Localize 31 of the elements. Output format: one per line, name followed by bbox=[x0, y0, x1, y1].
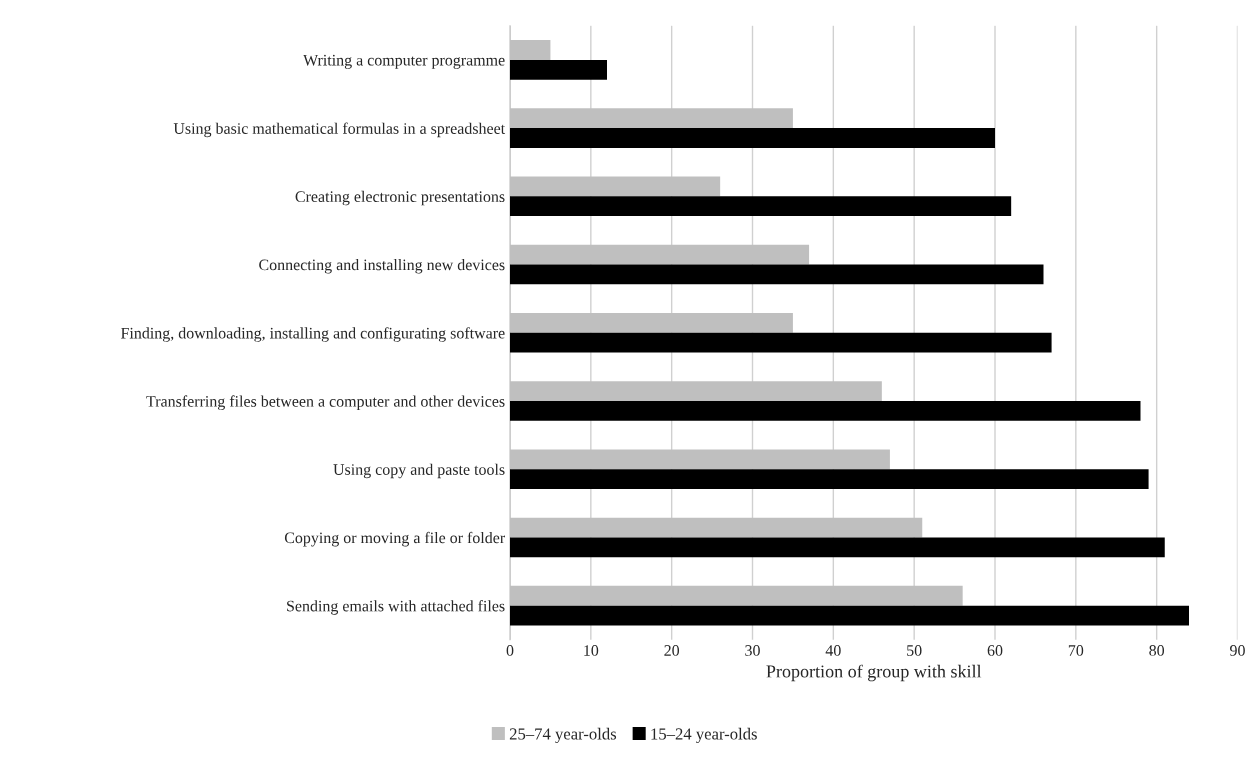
bar bbox=[510, 59, 607, 80]
bar bbox=[510, 128, 995, 148]
x-tick-label: 80 bbox=[1149, 645, 1165, 656]
bar bbox=[510, 332, 1052, 353]
bar bbox=[510, 469, 1149, 489]
y-tick-label: Using basic mathematical formulas in a spreadsheet bbox=[173, 122, 506, 138]
x-tick-label: 20 bbox=[664, 645, 680, 656]
bar bbox=[510, 264, 1044, 285]
y-tick-label: Copying or moving a file or folder bbox=[284, 531, 505, 547]
bar bbox=[510, 400, 1141, 421]
x-tick-label: 50 bbox=[907, 645, 922, 656]
bar bbox=[510, 605, 1189, 626]
y-tick-label: Creating electronic presentations bbox=[295, 190, 505, 206]
x-axis-title: Proportion of group with skill bbox=[766, 664, 982, 682]
x-tick-label: 60 bbox=[987, 645, 1003, 656]
y-tick-label: Sending emails with attached files bbox=[287, 600, 505, 615]
y-tick-label: Transferring files between a computer and other devices bbox=[146, 395, 505, 411]
legend-label: 25–74 year-olds bbox=[509, 727, 617, 743]
x-tick-label: 10 bbox=[584, 645, 599, 656]
y-tick-label: Finding, downloading, installing and configurating software bbox=[120, 327, 505, 342]
bar bbox=[510, 196, 1012, 217]
x-tick-label: 40 bbox=[825, 645, 841, 656]
x-tick-label: 0 bbox=[506, 645, 514, 656]
bar bbox=[510, 537, 1165, 558]
x-tick-label: 30 bbox=[745, 645, 760, 656]
x-tick-label: 70 bbox=[1068, 645, 1084, 656]
y-tick-label: Writing a computer programme bbox=[303, 54, 505, 69]
legend-label: 15–24 year-olds bbox=[651, 727, 757, 743]
y-tick-label: Connecting and installing new devices bbox=[259, 259, 505, 274]
y-tick-label: Using copy and paste tools bbox=[333, 463, 505, 479]
x-tick-label: 90 bbox=[1230, 645, 1245, 656]
